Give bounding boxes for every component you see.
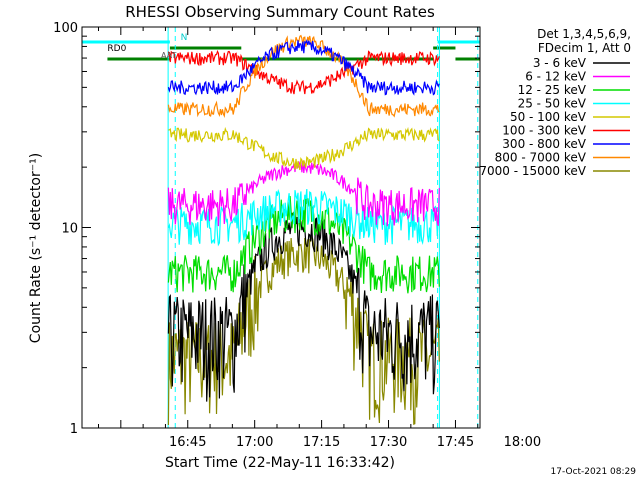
series-line — [167, 212, 440, 402]
y-tick-label: 10 — [61, 222, 78, 237]
series-line — [168, 126, 440, 171]
legend-label: 7000 - 15000 keV — [479, 164, 586, 178]
legend-label: 300 - 800 keV — [502, 137, 586, 151]
legend-label: 50 - 100 keV — [510, 110, 587, 124]
series-line — [167, 49, 440, 95]
x-tick-label: 16:45 — [169, 435, 206, 450]
flag-label: N — [181, 33, 188, 43]
x-tick-label: 17:15 — [303, 435, 340, 450]
y-tick-label: 1 — [70, 422, 78, 437]
legend-header-line-1: Det 1,3,4,5,6,9, — [537, 27, 631, 41]
y-tick-label: 100 — [53, 21, 78, 36]
legend-label: 800 - 7000 keV — [495, 151, 587, 165]
series-line — [167, 39, 440, 96]
legend-label: 12 - 25 keV — [518, 83, 587, 97]
legend-label: 100 - 300 keV — [502, 124, 586, 138]
y-axis-label: Count Rate (s⁻¹ detector⁻¹) — [28, 153, 44, 343]
x-tick-label: 17:30 — [370, 435, 407, 450]
x-tick-label: 17:00 — [236, 435, 273, 450]
x-tick-label: 18:00 — [504, 435, 541, 450]
series-line — [167, 188, 440, 247]
legend-header-line-2: FDecim 1, Att 0 — [538, 41, 631, 55]
flag-label: RD0 — [107, 44, 126, 54]
axes-layer: 16:45 17:00 17:15 17:30 17:45 18:00 1 10 100 — [53, 21, 541, 450]
legend-label: 6 - 12 keV — [525, 70, 587, 84]
x-axis-label: Start Time (22-May-11 16:33:42) — [165, 455, 395, 471]
legend-label: 25 - 50 keV — [518, 97, 587, 111]
data-layer: RD0 N AAT — [82, 27, 480, 428]
flag-label: AAT — [161, 51, 177, 60]
series-line — [167, 34, 440, 119]
series-line — [167, 195, 440, 294]
chart-title: RHESSI Observing Summary Count Rates — [125, 3, 435, 21]
series-line — [167, 160, 440, 227]
legend-label: 3 - 6 keV — [533, 56, 587, 70]
x-tick-label: 17:45 — [437, 435, 474, 450]
footer-date: 17-Oct-2021 08:29 — [551, 467, 637, 477]
